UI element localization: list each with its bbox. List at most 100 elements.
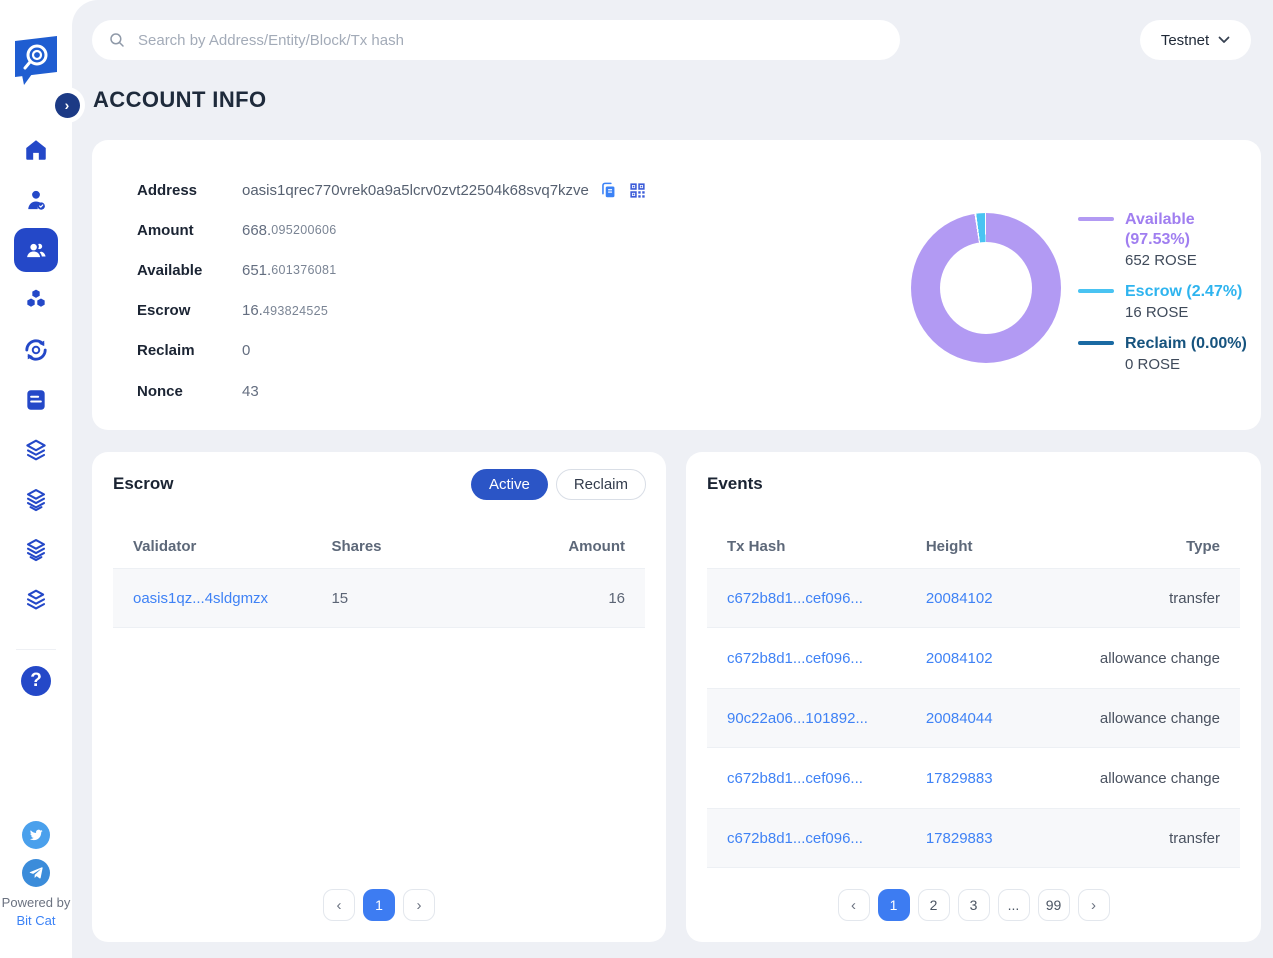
copy-icon[interactable] [599,181,618,200]
escrow-table-header: Validator Shares Amount [113,524,645,568]
event-row: c672b8d1...cef096... 17829883 allowance … [707,748,1240,808]
search-input[interactable] [138,31,884,49]
page-button-1[interactable]: 1 [877,889,910,921]
event-row: c672b8d1...cef096... 17829883 transfer [707,808,1240,868]
legend-title: Escrow (2.47%) [1125,283,1243,300]
oasis-scan-logo[interactable] [13,34,59,86]
legend-line [1078,289,1114,293]
shares-value: 15 [331,589,349,607]
sidebar-item-home[interactable] [14,128,58,172]
escrow-row: Escrow 16. 493824525 [137,291,647,331]
legend-amount: 16 ROSE [1125,304,1189,321]
paratime-layers-icon [26,539,46,562]
network-selector[interactable]: Testnet [1140,20,1251,60]
nonce-value: 43 [242,382,259,400]
address-row: Address oasis1qrec770vrek0a9a5lcrv0zvt22… [137,170,647,210]
twitter-icon[interactable] [22,821,50,849]
page-button-3[interactable]: 3 [957,889,990,921]
col-validator: Validator [133,537,197,555]
prev-page-button[interactable]: ‹ [837,889,870,921]
chevron-right-icon: › [54,92,80,118]
col-type: Type [1186,537,1220,555]
sidebar-item-paratime-4[interactable] [14,578,58,622]
bit-cat-link[interactable]: Bit Cat [16,913,56,928]
height-link[interactable]: 17829883 [925,769,993,787]
sidebar-item-accounts[interactable] [14,228,58,272]
legend-item: Available (97.53%) 652 ROSE [1078,210,1261,271]
height-link[interactable]: 20084102 [925,589,993,607]
blocks-icon [27,289,45,307]
escrow-pagination: ‹ 1 › [92,889,666,921]
event-type: allowance change [1099,709,1220,727]
network-label: Testnet [1160,31,1210,49]
escrow-tabs: Active Reclaim [470,469,646,500]
height-link[interactable]: 17829883 [925,829,993,847]
escrow-panel-title: Escrow [113,474,174,493]
event-type: allowance change [1099,649,1220,667]
paratime-layers-icon [26,489,46,512]
validator-link[interactable]: oasis1qz...4sldgmzx [133,589,269,607]
proposals-icon [27,390,45,410]
help-icon[interactable]: ? [21,666,51,696]
logo-icon [15,36,57,85]
height-link[interactable]: 20084102 [925,649,993,667]
escrow-row-item: oasis1qz...4sldgmzx 15 16 [113,568,645,628]
col-tx-hash: Tx Hash [727,537,786,555]
search-bar [92,20,900,60]
escrow-label: Escrow [137,302,191,320]
tx-hash-link[interactable]: c672b8d1...cef096... [727,649,863,667]
next-page-button[interactable]: › [403,889,435,921]
accounts-icon [27,243,46,258]
sidebar-item-proposals[interactable] [14,378,58,422]
escrow-value-int: 16. [242,302,263,320]
tx-hash-link[interactable]: 90c22a06...101892... [727,709,868,727]
address-label: Address [137,181,198,199]
sidebar-item-transactions[interactable] [14,328,58,372]
legend-line [1078,341,1114,345]
event-type: allowance change [1099,769,1220,787]
tab-active[interactable]: Active [470,469,548,500]
sidebar-item-paratime-2[interactable] [14,478,58,522]
powered-by: Powered by Bit Cat [0,894,72,930]
page-button-2[interactable]: 2 [917,889,950,921]
tx-hash-link[interactable]: c672b8d1...cef096... [727,589,863,607]
legend-item: Reclaim (0.00%) 0 ROSE [1078,334,1261,375]
legend-title: Available (97.53%) [1125,211,1195,248]
chevron-down-icon [1218,36,1230,43]
page-button-ellipsis[interactable]: ... [997,889,1030,921]
height-link[interactable]: 20084044 [925,709,993,727]
sidebar-item-validators[interactable] [14,178,58,222]
amount-value-dec: 095200606 [271,223,337,238]
sidebar-item-paratime-3[interactable] [14,528,58,572]
paratime-layers-icon [26,589,46,610]
main-content: Testnet ACCOUNT INFO Address oasis1qrec7… [72,0,1273,958]
donut-legend: Available (97.53%) 652 ROSE Escrow (2.47… [1078,210,1261,375]
legend-amount: 0 ROSE [1125,356,1181,373]
page-button-1[interactable]: 1 [363,889,395,921]
donut-hole [940,242,1032,334]
next-page-button[interactable]: › [1077,889,1110,921]
balance-donut-chart [911,213,1061,363]
event-row: c672b8d1...cef096... 20084102 allowance … [707,628,1240,688]
reclaim-label: Reclaim [137,342,195,360]
sidebar-item-paratime-1[interactable] [14,428,58,472]
telegram-icon[interactable] [22,859,50,887]
event-row: 90c22a06...101892... 20084044 allowance … [707,688,1240,748]
sidebar-collapse-toggle[interactable]: › [49,87,85,123]
tab-reclaim[interactable]: Reclaim [555,469,646,500]
page-button-99[interactable]: 99 [1037,889,1070,921]
address-value: oasis1qrec770vrek0a9a5lcrv0zvt22504k68sv… [242,181,589,199]
qr-code-icon[interactable] [628,181,647,200]
sidebar-item-blocks[interactable] [14,278,58,322]
page-title: ACCOUNT INFO [93,87,267,112]
reclaim-row: Reclaim 0 [137,331,647,371]
prev-page-button[interactable]: ‹ [323,889,355,921]
escrow-value-dec: 493824525 [262,303,329,318]
available-row: Available 651. 601376081 [137,250,647,290]
amount-row: Amount 668. 095200606 [137,210,647,250]
available-value-dec: 601376081 [271,263,337,278]
tx-hash-link[interactable]: c672b8d1...cef096... [727,829,863,847]
powered-by-label: Powered by [1,895,71,910]
amount-label: Amount [137,221,194,239]
tx-hash-link[interactable]: c672b8d1...cef096... [727,769,863,787]
